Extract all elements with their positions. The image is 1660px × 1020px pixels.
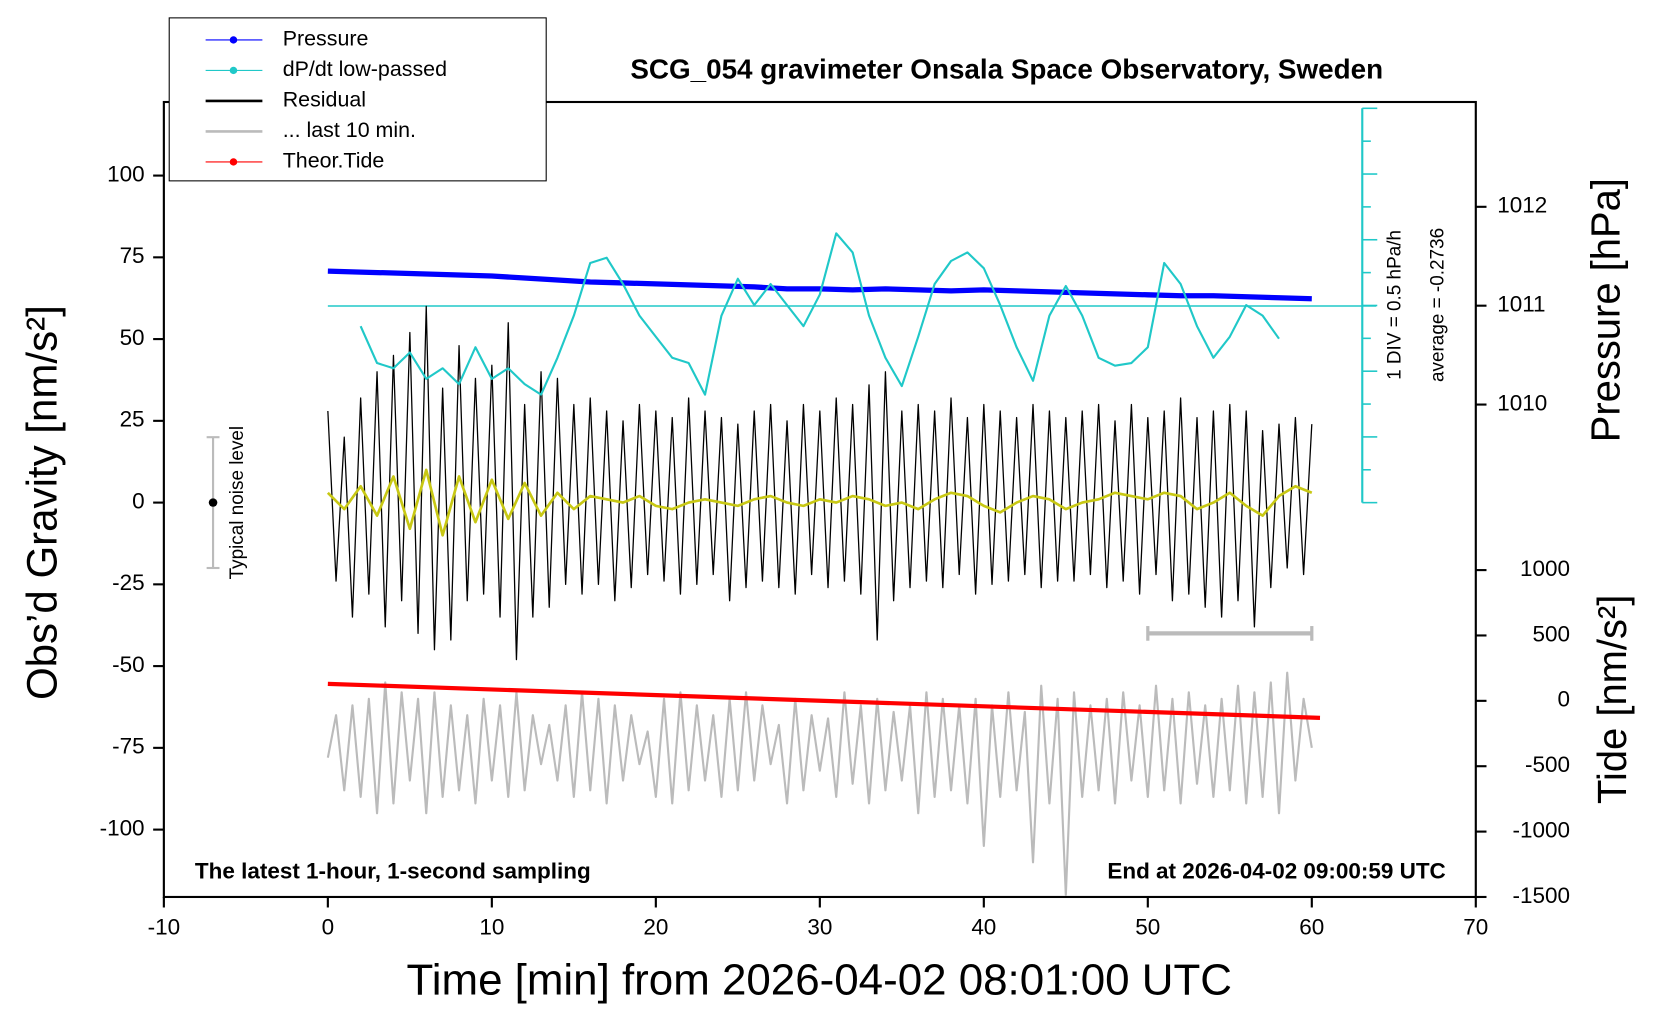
x-tick-label: 20 (643, 915, 668, 940)
annotation: The latest 1-hour, 1-second sampling (195, 859, 591, 884)
series-line (326, 671, 1313, 897)
y-tick-label: -100 (100, 816, 145, 841)
x-tick-label: 10 (479, 915, 504, 940)
x-tick-label: 30 (807, 915, 832, 940)
y-axis-label: Obs’d Gravity [nm/s²] (18, 305, 65, 700)
y2-tick-label: 1012 (1497, 193, 1547, 218)
x-axis-label: Time [min] from 2026-04-02 08:01:00 UTC (407, 957, 1232, 1005)
y-tick-label: -75 (112, 734, 144, 759)
x-tick-label: 0 (322, 915, 335, 940)
y-tick-label: 0 (132, 489, 145, 514)
legend-box (168, 17, 547, 182)
series-line (327, 305, 1313, 661)
noise-label: Typical noise level (227, 426, 248, 580)
legend-label: Residual (283, 89, 366, 112)
x-tick-label: 40 (971, 915, 996, 940)
y3-tick-label: -1000 (1513, 818, 1570, 843)
annotation: End at 2026-04-02 09:00:59 UTC (1107, 859, 1445, 884)
y2-tick-label: 1011 (1497, 292, 1545, 317)
dpdt-div-label: 1 DIV = 0.5 hPa/h (1384, 230, 1405, 380)
y3-tick-label: 500 (1533, 621, 1570, 646)
legend-marker (229, 66, 238, 75)
noise-center (208, 498, 218, 507)
y-tick-label: 100 (107, 162, 144, 187)
y-tick-label: -25 (112, 570, 144, 595)
y2-tick-label: 1010 (1497, 391, 1547, 416)
legend-marker (229, 158, 238, 166)
series-line (326, 468, 1313, 537)
series-line (327, 268, 1312, 302)
y-tick-label: 50 (120, 325, 145, 350)
x-tick-label: 60 (1299, 915, 1324, 940)
legend-label: Pressure (283, 28, 369, 51)
legend: Pressure dP/dt low-passed Residual ... last… (168, 17, 547, 182)
series-line (327, 681, 1321, 720)
dpdt-average-label: average = -0.2736 (1427, 228, 1448, 382)
y2-axis-label: Pressure [hPa] (1582, 178, 1628, 442)
legend-label: Theor.Tide (283, 150, 385, 173)
chart-title: SCG_054 gravimeter Onsala Space Observat… (630, 54, 1383, 85)
y3-tick-label: 0 (1558, 687, 1571, 712)
y-tick-label: 25 (120, 407, 145, 432)
y3-tick-label: 1000 (1520, 556, 1570, 581)
y3-tick-label: -1500 (1513, 883, 1570, 908)
y-tick-label: -50 (112, 652, 144, 677)
legend-label: dP/dt low-passed (283, 58, 447, 81)
x-tick-label: 70 (1463, 915, 1488, 940)
y3-axis-label: Tide [nm/s²] (1588, 595, 1634, 804)
series-line (359, 232, 1280, 396)
legend-marker (229, 36, 238, 44)
y3-tick-label: -500 (1525, 752, 1570, 777)
y-tick-label: 75 (120, 243, 145, 268)
x-tick-label: -10 (148, 915, 180, 940)
legend-label: ... last 10 min. (283, 119, 416, 142)
x-tick-label: 50 (1135, 915, 1160, 940)
